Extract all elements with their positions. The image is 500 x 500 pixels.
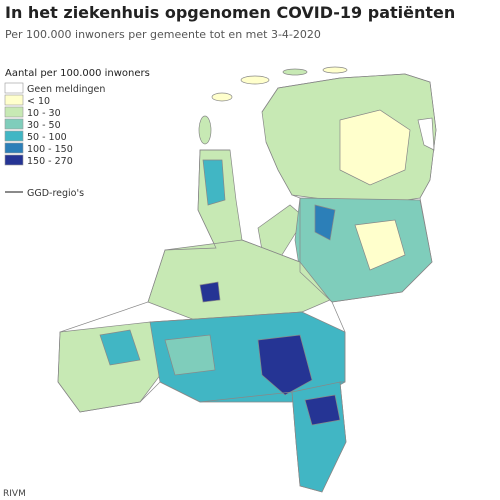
region-east-high — [314, 204, 336, 241]
ggd-borders — [57, 73, 437, 493]
legend-swatch — [4, 130, 24, 142]
legend-label: 100 - 150 — [27, 144, 73, 155]
region-north-low — [339, 109, 411, 186]
title: In het ziekenhuis opgenomen COVID-19 pat… — [5, 3, 455, 22]
legend-label: 150 - 270 — [27, 156, 73, 167]
legend-swatch — [4, 154, 24, 166]
legend-label: 30 - 50 — [27, 120, 61, 131]
legend-swatch — [4, 82, 24, 94]
source: RIVM — [3, 489, 26, 499]
region-noord-holland-mid — [202, 159, 226, 206]
region-none — [417, 117, 435, 151]
region-flevoland — [257, 204, 306, 259]
legend-label: 50 - 100 — [27, 132, 67, 143]
legend-title: Aantal per 100.000 inwoners — [5, 68, 150, 79]
legend-swatch — [4, 94, 24, 106]
island — [282, 68, 308, 76]
region-east-low — [354, 219, 406, 271]
subtitle: Per 100.000 inwoners per gemeente tot en… — [5, 28, 321, 41]
legend-line-label: GGD-regio's — [27, 188, 84, 199]
island — [322, 66, 348, 74]
island — [198, 115, 212, 145]
legend-swatch — [4, 118, 24, 130]
region-zeeland-mid — [99, 329, 141, 366]
legend-swatch — [4, 106, 24, 118]
region-brabant-low — [164, 334, 216, 376]
region-limburg-high — [304, 394, 341, 426]
region-brabant-high — [257, 334, 313, 396]
legend-label: 10 - 30 — [27, 108, 61, 119]
region-west-high — [199, 281, 221, 303]
island — [211, 92, 233, 102]
legend-label: < 10 — [27, 96, 50, 107]
legend-label: Geen meldingen — [27, 84, 105, 95]
legend-swatch — [4, 142, 24, 154]
legend: Aantal per 100.000 inwoners Geen melding… — [4, 68, 150, 199]
island — [240, 75, 270, 85]
map — [57, 66, 437, 493]
